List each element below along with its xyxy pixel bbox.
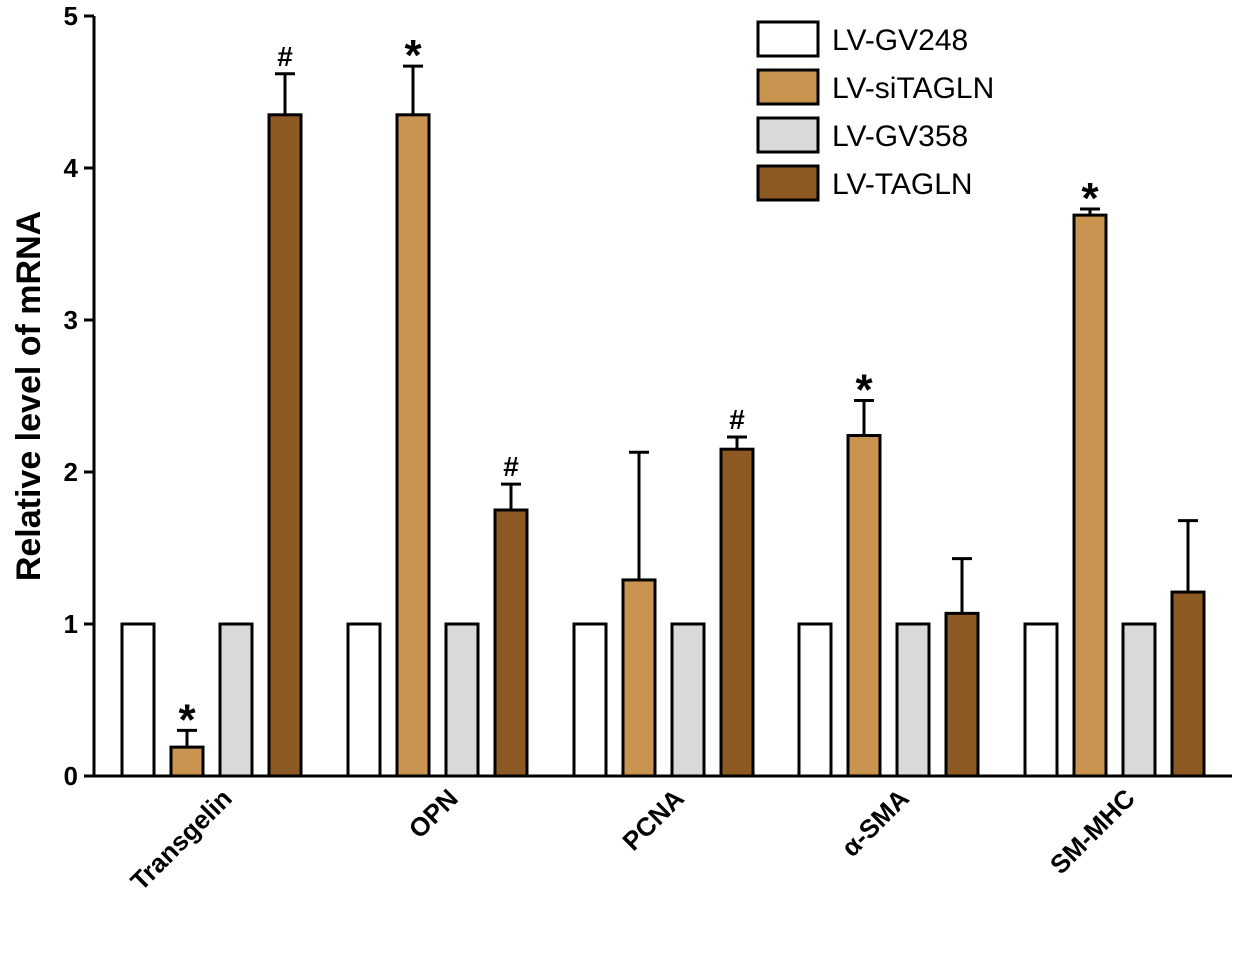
significance-marker: #: [503, 451, 519, 482]
bar-LV-GV248-PCNA: [572, 622, 608, 778]
bar-LV-TAGLN-PCNA: [719, 447, 755, 778]
y-axis-label: Relative level of mRNA: [10, 211, 48, 581]
x-category-label: PCNA: [616, 783, 689, 856]
legend-swatch: [756, 164, 820, 202]
bar-LV-GV248-SM-MHC: [1023, 622, 1059, 778]
bar-LV-TAGLN-α-SMA: [944, 611, 980, 778]
y-tick-label: 1: [64, 609, 78, 639]
legend-label: LV-GV358: [832, 120, 968, 153]
bar-LV-TAGLN-Transgelin: [267, 113, 303, 778]
bar-LV-siTAGLN-OPN: [395, 113, 431, 778]
x-category-label: SM-MHC: [1044, 783, 1141, 880]
bar-LV-siTAGLN-PCNA: [621, 578, 657, 778]
significance-marker: #: [277, 41, 293, 72]
bar-LV-GV248-α-SMA: [797, 622, 833, 778]
bar-LV-TAGLN-SM-MHC: [1170, 590, 1206, 778]
legend-swatch: [756, 116, 820, 154]
x-category-label: OPN: [403, 783, 464, 844]
y-tick-label: 3: [64, 305, 78, 335]
legend-label: LV-GV248: [832, 24, 968, 57]
bar-LV-siTAGLN-SM-MHC: [1072, 213, 1108, 778]
y-tick-label: 0: [64, 761, 78, 791]
legend-label: LV-siTAGLN: [832, 72, 994, 105]
legend-label: LV-TAGLN: [832, 168, 973, 201]
x-category-label: Transgelin: [125, 783, 238, 896]
bar-LV-TAGLN-OPN: [493, 508, 529, 778]
y-tick-label: 2: [64, 457, 78, 487]
y-tick-label: 5: [64, 1, 78, 31]
bar-LV-GV358-α-SMA: [895, 622, 931, 778]
bar-LV-GV358-PCNA: [670, 622, 706, 778]
bar-LV-GV248-OPN: [346, 622, 382, 778]
bar-LV-GV248-Transgelin: [120, 622, 156, 778]
legend-swatch: [756, 20, 820, 58]
significance-marker: *: [404, 31, 422, 80]
legend-swatch: [756, 68, 820, 106]
significance-marker: *: [1081, 174, 1099, 223]
bar-LV-GV358-Transgelin: [218, 622, 254, 778]
bar-LV-siTAGLN-α-SMA: [846, 434, 882, 778]
bar-LV-siTAGLN-Transgelin: [169, 745, 205, 778]
significance-marker: #: [729, 404, 745, 435]
significance-marker: *: [855, 366, 873, 415]
bar-LV-GV358-SM-MHC: [1121, 622, 1157, 778]
x-category-label: α-SMA: [835, 783, 915, 863]
y-tick-label: 4: [64, 153, 79, 183]
significance-marker: *: [178, 695, 196, 744]
bar-LV-GV358-OPN: [444, 622, 480, 778]
